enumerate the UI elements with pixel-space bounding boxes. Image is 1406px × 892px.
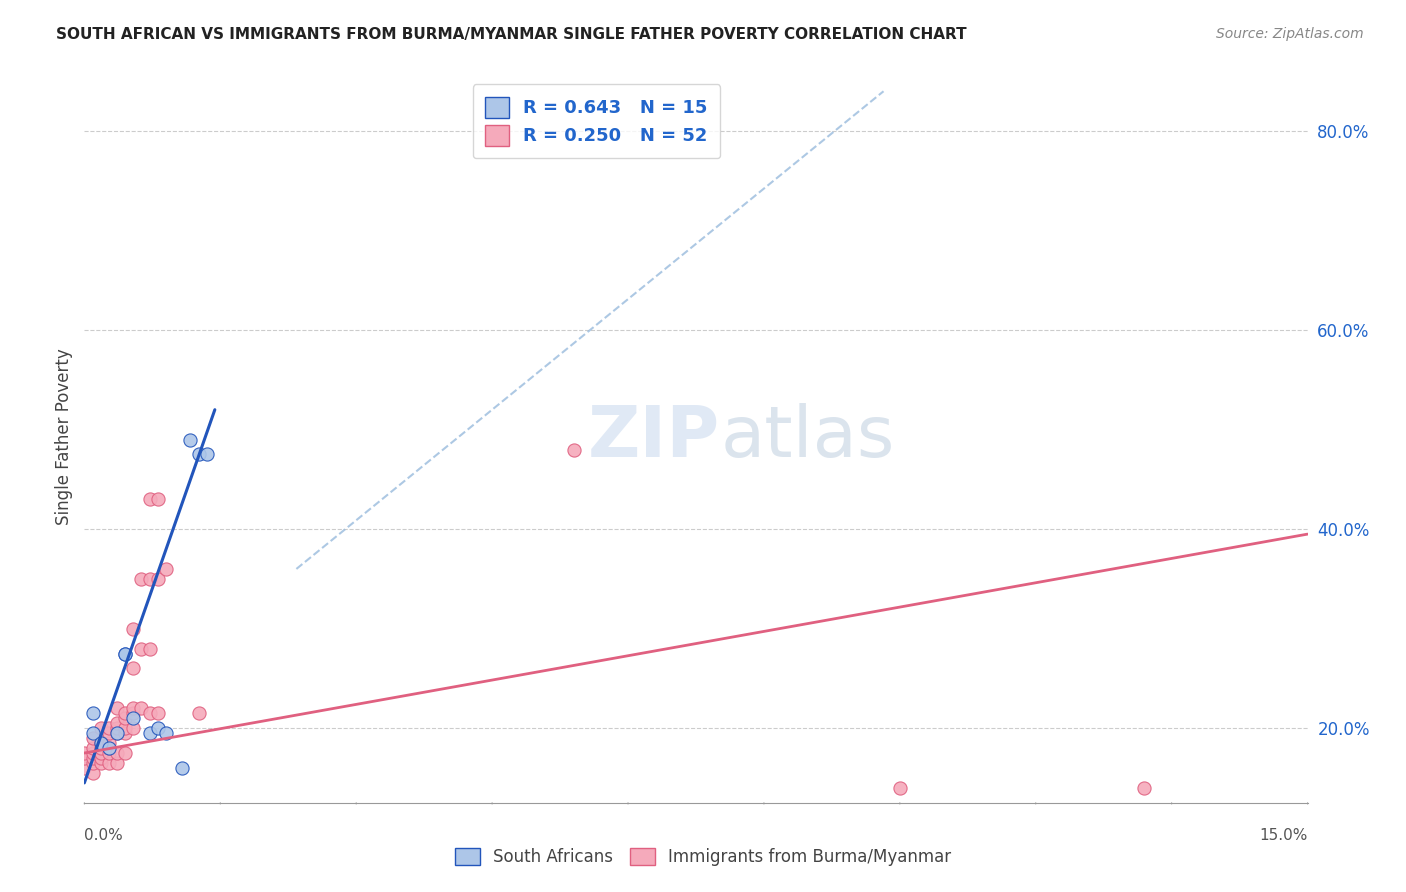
Legend: R = 0.643   N = 15, R = 0.250   N = 52: R = 0.643 N = 15, R = 0.250 N = 52 [472,84,720,158]
Point [195,448,218,462]
Point [122,721,145,735]
Point [97,721,120,735]
Point [90,741,112,756]
Point [114,726,136,740]
Point [889,780,911,795]
Point [97,746,120,760]
Point [105,716,128,731]
Point [179,433,201,447]
Point [131,572,153,586]
Text: ZIP: ZIP [588,402,720,472]
Point [105,756,128,770]
Text: atlas: atlas [720,402,894,472]
Point [146,706,169,721]
Legend: South Africans, Immigrants from Burma/Myanmar: South Africans, Immigrants from Burma/My… [447,840,959,875]
Point [97,741,120,756]
Point [97,741,120,756]
Point [114,647,136,661]
Point [97,756,120,770]
Point [82,756,104,770]
Point [82,746,104,760]
Point [90,751,112,765]
Point [131,641,153,656]
Point [90,736,112,750]
Point [114,647,136,661]
Point [562,442,585,457]
Point [138,641,160,656]
Point [146,721,169,735]
Point [73,751,96,765]
Point [138,726,160,740]
Point [82,731,104,745]
Point [105,726,128,740]
Point [114,746,136,760]
Point [82,766,104,780]
Text: 0.0%: 0.0% [84,828,124,843]
Point [155,562,177,576]
Point [146,572,169,586]
Point [172,761,194,775]
Point [82,706,104,721]
Point [122,622,145,636]
Point [105,701,128,715]
Point [122,711,145,725]
Point [155,726,177,740]
Point [1133,780,1156,795]
Point [73,746,96,760]
Point [114,721,136,735]
Point [105,746,128,760]
Point [114,706,136,721]
Point [187,706,209,721]
Point [105,721,128,735]
Point [138,706,160,721]
Point [122,661,145,675]
Point [122,701,145,715]
Point [73,761,96,775]
Point [82,751,104,765]
Text: SOUTH AFRICAN VS IMMIGRANTS FROM BURMA/MYANMAR SINGLE FATHER POVERTY CORRELATION: SOUTH AFRICAN VS IMMIGRANTS FROM BURMA/M… [56,27,967,42]
Point [90,746,112,760]
Point [122,706,145,721]
Point [138,572,160,586]
Point [82,726,104,740]
Point [97,726,120,740]
Point [90,721,112,735]
Point [131,701,153,715]
Point [138,492,160,507]
Point [90,756,112,770]
Y-axis label: Single Father Poverty: Single Father Poverty [55,349,73,525]
Point [187,448,209,462]
Point [105,726,128,740]
Point [90,736,112,750]
Point [97,736,120,750]
Point [114,711,136,725]
Point [82,741,104,756]
Text: 15.0%: 15.0% [1260,828,1308,843]
Text: Source: ZipAtlas.com: Source: ZipAtlas.com [1216,27,1364,41]
Point [146,492,169,507]
